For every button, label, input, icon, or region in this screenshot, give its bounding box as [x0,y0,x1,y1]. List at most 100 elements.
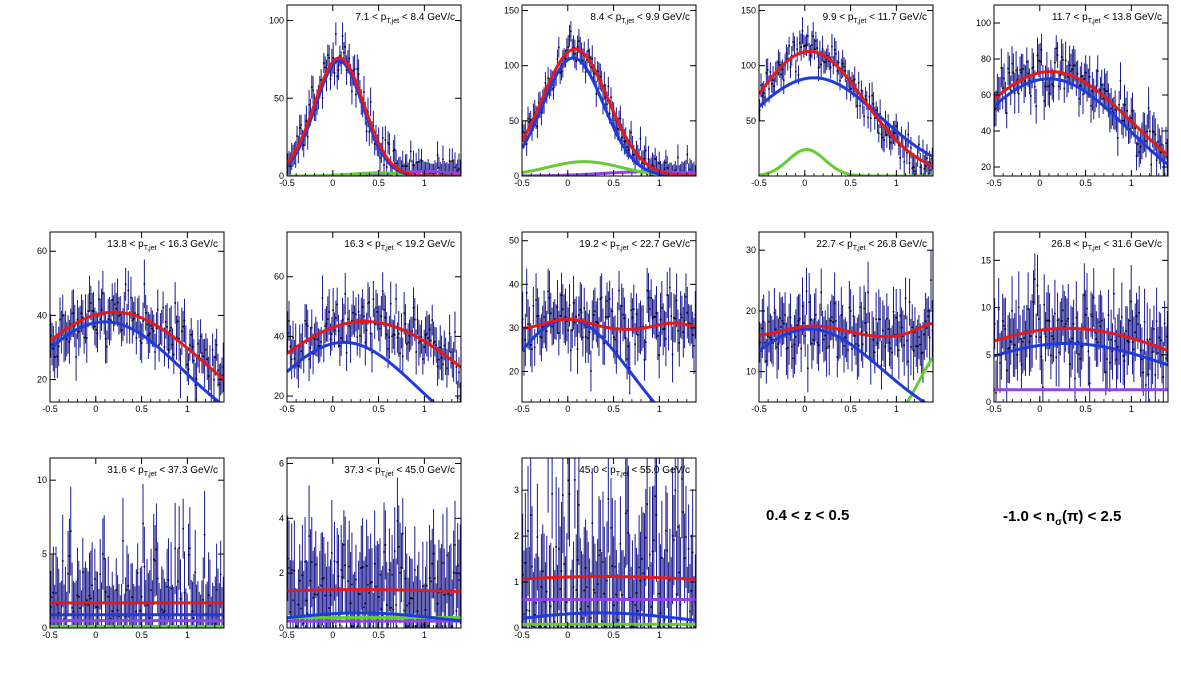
data-point [371,351,373,354]
data-point [293,357,296,360]
data-point [76,594,79,597]
data-point [898,144,900,147]
data-point [595,321,598,323]
data-point [540,336,543,339]
data-point [1013,92,1016,95]
data-point [807,367,809,370]
data-point [883,139,885,141]
data-point [531,348,533,351]
data-point [923,167,926,170]
data-point [1102,97,1104,100]
data-point [1123,104,1126,106]
data-point [359,593,361,595]
data-point [646,503,648,505]
x-tick-label: 1 [185,404,190,414]
data-point [1009,89,1012,92]
data-point [852,315,855,317]
data-point [376,311,379,313]
data-point [91,584,93,587]
data-point [1090,313,1092,316]
data-point [657,625,659,628]
data-point [761,327,764,330]
data-point [1024,80,1027,82]
x-tick-label: 0.5 [1079,178,1092,188]
data-point [305,323,308,326]
data-point [619,331,622,333]
data-points [50,484,224,628]
data-point [104,337,107,340]
data-point [620,136,623,139]
data-point [551,492,553,495]
y-tick-label: 100 [976,18,991,28]
data-point [1123,360,1126,362]
data-point [572,586,575,588]
data-point [681,477,683,480]
data-point [829,66,832,69]
data-point [903,344,906,347]
data-point [694,601,696,603]
data-point [214,622,217,625]
plot-area [994,253,1168,402]
data-point [524,339,527,341]
data-point [614,565,616,568]
data-point [443,593,446,596]
panel-frame [521,4,697,177]
data-point [827,55,829,57]
data-point [384,139,387,141]
y-tick-label: 40 [981,126,991,136]
data-point [582,336,584,339]
data-point [777,343,780,345]
data-point [147,334,150,337]
data-point [443,344,446,347]
data-point [1005,112,1008,114]
data-point [1019,69,1021,71]
data-point [158,343,160,346]
data-point [1040,355,1043,358]
data-point [674,489,677,491]
y-tick-label: 20 [981,162,991,172]
data-point [94,578,96,580]
data-point [365,565,368,567]
data-point [324,66,326,69]
kaon-fit-curve [759,148,933,176]
x-tick-label: 0.5 [607,178,620,188]
data-point [1064,323,1067,325]
data-point [136,572,139,574]
data-point [91,309,93,312]
panel-title: 19.2 < pT,jet < 22.7 GeV/c [579,239,690,252]
data-point [100,308,103,311]
data-point [395,604,397,606]
data-point [304,560,306,563]
data-point [355,313,357,316]
data-point [886,133,888,136]
data-point [801,29,804,32]
data-point [657,335,659,337]
data-point [456,564,459,567]
data-point [1044,335,1047,338]
data-point [624,139,627,142]
data-point [545,590,548,593]
data-point [155,327,158,329]
data-point [107,595,110,598]
data-point [114,303,116,305]
data-point [1072,64,1075,67]
data-point [415,351,417,353]
data-point [414,318,416,321]
data-point [99,573,101,575]
data-point [823,60,825,63]
data-point [869,117,872,119]
data-point [906,152,908,154]
y-tick-label: 10 [746,367,756,377]
data-point [130,296,132,299]
data-point [1099,89,1102,92]
data-point [1106,358,1108,360]
plot-area [50,259,224,402]
x-tick-label: 0 [802,178,807,188]
data-point [75,356,77,358]
data-point [298,127,301,129]
data-point [95,606,97,608]
data-point [1147,373,1150,376]
data-point [640,162,643,164]
data-point [686,621,689,623]
